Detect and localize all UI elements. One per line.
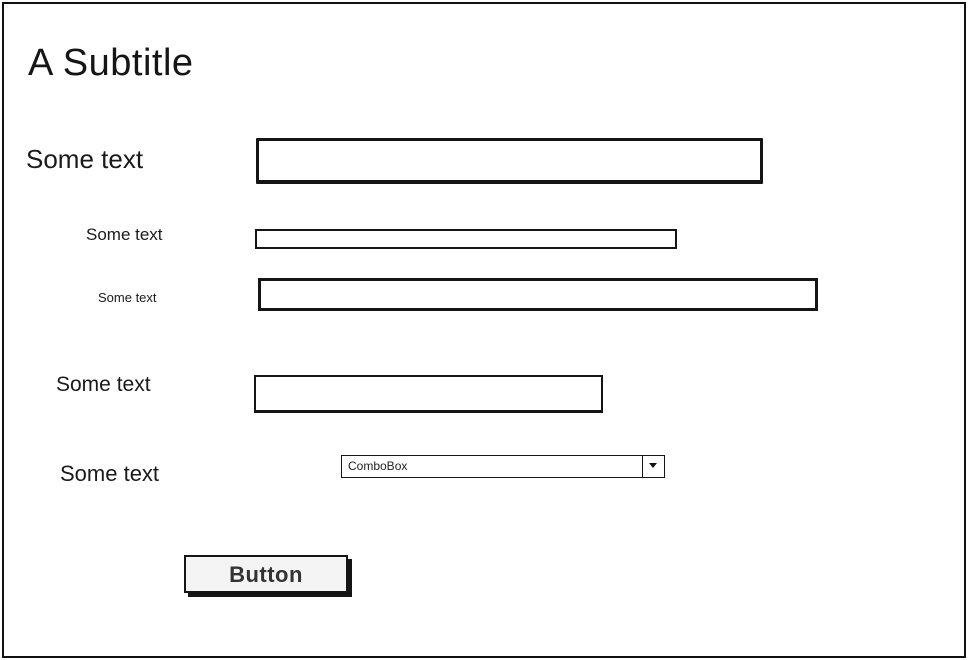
- page-subtitle: A Subtitle: [28, 42, 194, 84]
- combobox-selected-value: ComboBox: [348, 459, 408, 473]
- chevron-down-icon[interactable]: [642, 456, 664, 477]
- field-label-2: Some text: [86, 225, 163, 244]
- field-label-1: Some text: [26, 144, 144, 174]
- submit-button[interactable]: Button: [184, 555, 348, 593]
- combobox[interactable]: ComboBox: [341, 455, 665, 478]
- field-label-3: Some text: [98, 290, 157, 305]
- text-input-3[interactable]: [258, 278, 818, 311]
- text-input-2[interactable]: [255, 229, 677, 249]
- text-input-1[interactable]: [256, 138, 763, 184]
- field-label-5: Some text: [60, 461, 160, 486]
- text-input-4[interactable]: [254, 375, 603, 413]
- field-label-4: Some text: [56, 373, 151, 396]
